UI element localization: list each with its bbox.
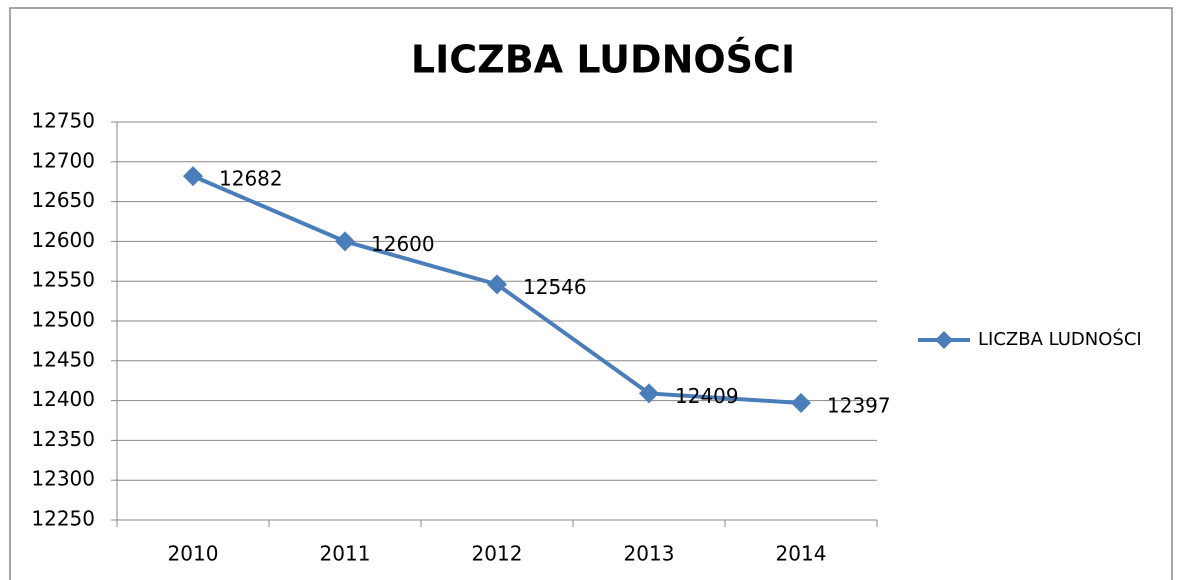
- data-point: [335, 231, 355, 252]
- data-label: 12409: [675, 384, 739, 408]
- data-label: 12546: [523, 275, 587, 299]
- data-point: [791, 392, 811, 413]
- chart-frame: [9, 7, 1173, 580]
- y-tick-label: 12350: [31, 427, 95, 451]
- x-tick-label: 2011: [320, 542, 371, 566]
- x-tick-label: 2014: [776, 542, 827, 566]
- y-tick-label: 12650: [31, 188, 95, 212]
- y-tick-label: 12450: [31, 347, 95, 371]
- y-tick-label: 12550: [31, 268, 95, 292]
- data-point: [639, 383, 659, 404]
- x-tick-label: 2012: [472, 542, 523, 566]
- data-point: [487, 274, 507, 295]
- y-tick-label: 12750: [31, 109, 95, 133]
- y-tick-label: 12300: [31, 467, 95, 491]
- y-tick-label: 12500: [31, 308, 95, 332]
- x-tick-label: 2013: [624, 542, 675, 566]
- y-tick-label: 12250: [31, 507, 95, 531]
- chart-title: LICZBA LUDNOŚCI: [411, 38, 795, 82]
- y-tick-label: 12600: [31, 228, 95, 252]
- y-tick-label: 12700: [31, 148, 95, 172]
- x-tick-label: 2010: [168, 542, 219, 566]
- data-point: [183, 166, 203, 187]
- data-label: 12600: [371, 232, 435, 256]
- data-label: 12397: [827, 393, 891, 417]
- data-label: 12682: [219, 167, 283, 191]
- legend-label: LICZBA LUDNOŚCI: [978, 328, 1142, 350]
- y-tick-label: 12400: [31, 387, 95, 411]
- legend-marker: [935, 331, 953, 349]
